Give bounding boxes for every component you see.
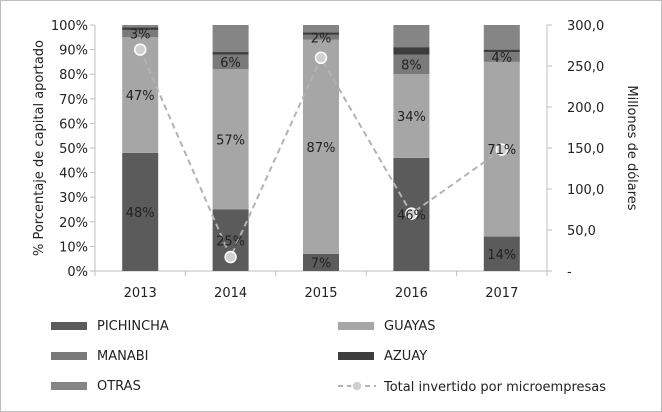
line-point (405, 207, 418, 220)
legend-label: PICHINCHA (97, 319, 169, 334)
legend-swatch-otras (51, 382, 87, 390)
line-point (224, 250, 237, 264)
right-tick-label: - (567, 265, 572, 280)
left-tick-label: 70% (59, 93, 88, 108)
left-tick-label: 30% (59, 191, 88, 206)
data-label: 4% (491, 51, 512, 66)
bar-segment-azuay (122, 27, 159, 30)
right-axis-title: Millones de dólares (624, 85, 639, 210)
data-label: 3% (130, 28, 151, 43)
legend-label: OTRAS (97, 379, 141, 394)
legend-label: AZUAY (384, 349, 427, 364)
left-tick-label: 50% (59, 142, 88, 157)
bar-segment-otras (393, 25, 430, 48)
bar-segment-azuay (212, 52, 249, 55)
legend-label: Total invertido por microempresas (383, 380, 606, 395)
data-label: 8% (401, 58, 422, 73)
line-point (314, 51, 328, 65)
bar-segment-manabi (483, 52, 520, 62)
bar-segment-manabi (212, 54, 249, 70)
data-label: 6% (220, 56, 241, 71)
x-tick-label: 2014 (214, 286, 247, 301)
x-tick-label: 2017 (485, 286, 518, 301)
bar-segment-manabi (122, 29, 159, 38)
legend-swatch-manabi (51, 352, 87, 360)
legend-swatch-guayas (338, 322, 374, 330)
right-tick-label: 150,0 (567, 142, 604, 157)
data-label: 14% (487, 248, 516, 263)
bar-segment-guayas (303, 39, 339, 254)
bar-segment-manabi (303, 34, 339, 40)
x-tick-label: 2015 (304, 286, 337, 301)
bar-segment-guayas (393, 74, 430, 158)
legend-line-marker (351, 380, 363, 392)
data-label: 48% (126, 206, 155, 221)
left-axis-title: % Porcentaje de capital aportado (32, 40, 47, 256)
right-tick-label: 50,0 (567, 224, 596, 239)
left-tick-label: 60% (59, 117, 88, 132)
left-tick-label: 100% (51, 19, 88, 34)
left-tick-label: 80% (59, 68, 88, 83)
bar-segment-otras (483, 25, 520, 50)
line-series-layer (133, 43, 509, 264)
bar-segment-otras (122, 25, 159, 28)
bar-segment-otras (303, 25, 339, 33)
left-axis-ticks: 0% 10% 20% 30% 40% 50% 60% 70% 80% 90% 100% (51, 19, 95, 280)
line-point (495, 143, 509, 156)
left-tick-label: 40% (59, 167, 88, 182)
bar-segment-guayas (212, 69, 249, 210)
right-axis-ticks: - 50,0 100,0 150,0 200,0 250,0 300,0 (547, 19, 604, 280)
data-label: 25% (216, 234, 245, 249)
bar-segment-manabi (393, 54, 430, 75)
bars-layer (122, 25, 520, 271)
data-label: 47% (126, 89, 155, 104)
data-labels-layer: 48% 25% 7% 46% 14% 47% 57% 87% 34% 71% 3% 6% 2% 8% 4% (126, 28, 517, 272)
bar-segment-pichincha (483, 236, 520, 271)
data-label: 71% (487, 143, 516, 158)
legend-swatch-pichincha (51, 322, 87, 330)
data-label: 46% (397, 208, 426, 223)
left-tick-label: 20% (59, 216, 88, 231)
data-label: 87% (307, 141, 336, 156)
bar-segment-azuay (393, 47, 430, 55)
left-tick-label: 10% (59, 240, 88, 255)
bar-segment-guayas (122, 37, 159, 153)
line-point (133, 43, 147, 56)
x-tick-label: 2016 (395, 286, 428, 301)
bar-segment-pichincha (303, 253, 339, 271)
data-label: 34% (397, 110, 426, 125)
right-tick-label: 300,0 (567, 19, 604, 34)
right-tick-label: 100,0 (567, 183, 604, 198)
data-label: 2% (311, 31, 332, 46)
left-tick-label: 90% (59, 44, 88, 59)
bar-segment-pichincha (122, 152, 159, 271)
bar-segment-azuay (483, 49, 520, 53)
left-tick-label: 0% (67, 265, 88, 280)
bar-segment-azuay (303, 32, 339, 35)
right-tick-label: 200,0 (567, 101, 604, 116)
x-tick-label: 2013 (124, 286, 157, 301)
right-tick-label: 250,0 (567, 60, 604, 75)
legend: PICHINCHA GUAYAS MANABI AZUAY OTRAS Total inv… (51, 319, 606, 395)
x-axis-ticks: 2013 2014 2015 2016 2017 (94, 271, 548, 301)
legend-swatch-azuay (338, 352, 374, 360)
bar-segment-otras (212, 25, 249, 53)
data-label: 57% (216, 133, 245, 148)
legend-label: MANABI (97, 349, 148, 364)
data-label: 7% (311, 256, 332, 271)
legend-label: GUAYAS (384, 319, 436, 334)
